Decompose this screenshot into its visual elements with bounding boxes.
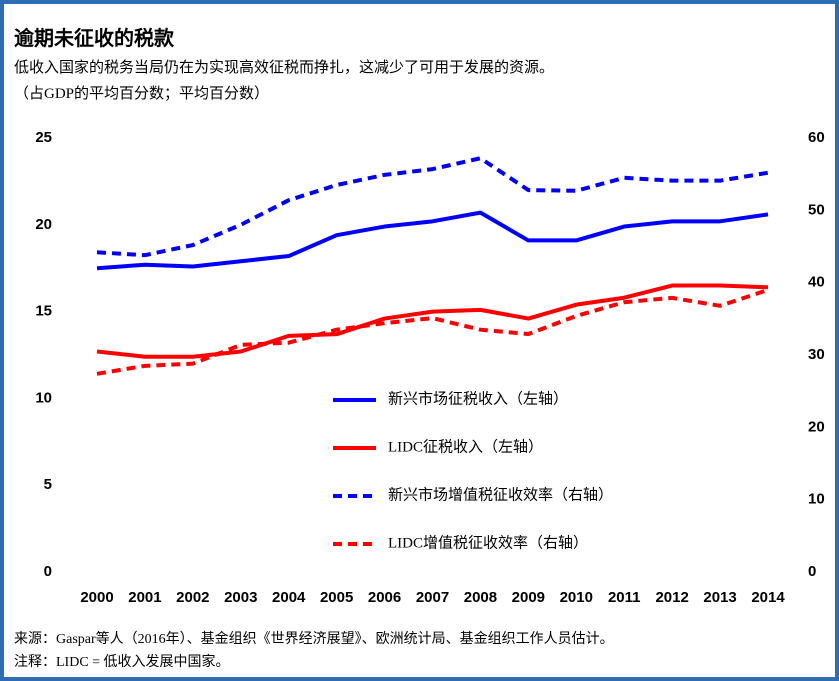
y2-tick-label: 30 [808, 346, 825, 363]
x-tick-label: 2002 [176, 589, 209, 606]
series-line [96, 210, 769, 271]
chart-title: 逾期未征收的税款 [14, 26, 174, 50]
y2-tick-label: 20 [808, 418, 825, 435]
x-tick-label: 2013 [703, 589, 736, 606]
y-tick-label: 15 [35, 303, 52, 320]
y-tick-label: 25 [35, 129, 52, 146]
y2-tick-label: 60 [808, 129, 825, 146]
legend-label: 新兴市场征税收入（左轴） [388, 390, 568, 407]
y2-tick-label: 40 [808, 274, 825, 291]
series-line [96, 283, 769, 359]
y2-tick-label: 50 [808, 201, 825, 218]
y2-tick-label: 0 [808, 563, 816, 580]
x-tick-label: 2003 [224, 589, 257, 606]
legend-label: 新兴市场增值税征收效率（右轴） [388, 486, 613, 503]
x-tick-label: 2006 [368, 589, 401, 606]
y2-tick-label: 10 [808, 491, 825, 508]
x-tick-label: 2011 [608, 589, 641, 606]
source: 来源：Gaspar等人（2016年）、基金组织《世界经济展望》、欧洲统计局、基金… [14, 632, 614, 647]
y-tick-label: 20 [35, 216, 52, 233]
x-tick-label: 2014 [751, 589, 785, 606]
x-tick-label: 2012 [655, 589, 688, 606]
x-tick-label: 2009 [512, 589, 545, 606]
x-tick-label: 2008 [464, 589, 497, 606]
series-line [96, 156, 769, 258]
x-tick-label: 2000 [80, 589, 113, 606]
x-tick-label: 2001 [128, 589, 161, 606]
y-tick-label: 0 [44, 563, 52, 580]
y-tick-label: 5 [44, 476, 52, 493]
series-line [96, 288, 769, 376]
legend-label: LIDC增值税征收效率（右轴） [388, 534, 588, 551]
x-tick-label: 2007 [416, 589, 449, 606]
subtitle: 低收入国家的税务当局仍在为实现高效征税而挣扎，这减少了可用于发展的资源。 [14, 60, 555, 76]
x-tick-label: 2004 [272, 589, 306, 606]
units: （占GDP的平均百分数；平均百分数） [14, 86, 270, 102]
x-tick-label: 2010 [560, 589, 593, 606]
legend-label: LIDC征税收入（左轴） [388, 438, 543, 455]
x-tick-label: 2005 [320, 589, 353, 606]
note: 注释：LIDC = 低收入发展中国家。 [14, 655, 230, 670]
y-tick-label: 10 [35, 389, 52, 406]
